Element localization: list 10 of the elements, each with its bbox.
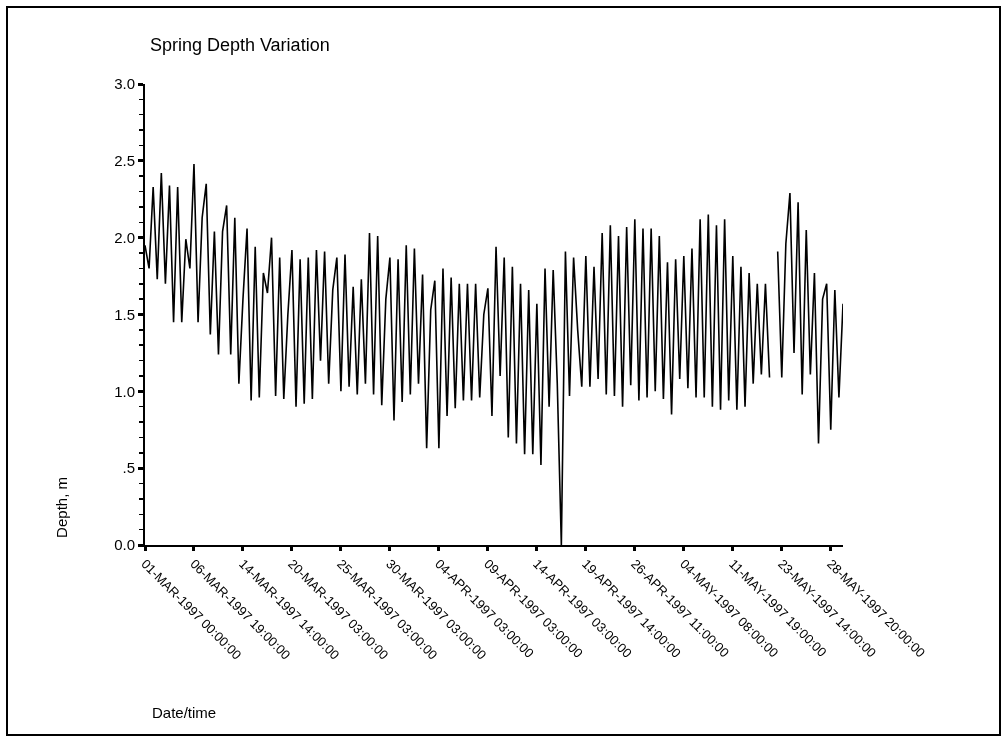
chart-title: Spring Depth Variation <box>149 35 330 56</box>
y-tick-label: 2.0 <box>114 228 135 246</box>
y-tick-label: 3.0 <box>114 75 135 93</box>
y-tick-label: .5 <box>122 459 135 477</box>
x-axis-title: Date/time <box>152 704 217 721</box>
y-tick-label: 1.5 <box>114 305 135 323</box>
y-tick-label: 1.0 <box>114 382 135 400</box>
y-tick-label: 2.5 <box>114 152 135 170</box>
y-tick-label: 0.0 <box>114 536 135 554</box>
y-axis-title: Depth, m <box>53 477 71 538</box>
